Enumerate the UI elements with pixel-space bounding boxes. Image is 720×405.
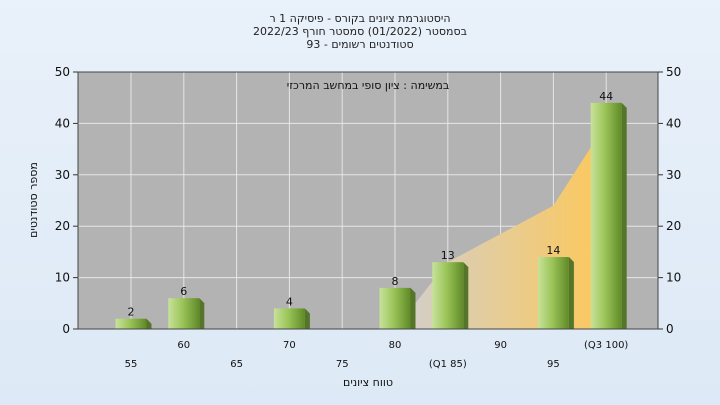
y-axis-right-ticks: 0 10 20 30 40 50 <box>658 65 681 336</box>
y-tick-label-right-3: 30 <box>666 168 681 182</box>
x-tick-label-6: (Q1 85) <box>429 359 467 370</box>
x-tick-label-7: 90 <box>494 340 507 351</box>
bar-1 <box>168 298 200 329</box>
chart-annotation: במשימה : ציון סופי במחשב המרכזי <box>287 79 450 92</box>
x-tick-label-5: 80 <box>389 340 402 351</box>
data-label-6: 13 <box>441 249 455 262</box>
bar-shadow-9 <box>621 102 627 329</box>
chart-title-line-3: סטודנטים רשומים - 93 <box>306 38 413 51</box>
y-tick-label-right-5: 50 <box>666 65 681 79</box>
data-label-5: 8 <box>392 275 399 288</box>
x-tick-label-3: 70 <box>283 340 296 351</box>
y-tick-label-left-4: 40 <box>55 116 70 130</box>
chart-title-line-2: בסמסטר (01/2022) סמסטר חורף 2022/23 <box>253 25 467 38</box>
bar-shadow-0 <box>146 318 152 329</box>
data-label-1: 6 <box>180 285 187 298</box>
bar-3 <box>273 308 305 329</box>
x-tick-label-0: 55 <box>125 359 138 370</box>
bar-shadow-6 <box>463 262 469 329</box>
y-tick-label-left-3: 30 <box>55 168 70 182</box>
y-tick-label-right-2: 20 <box>666 219 681 233</box>
bar-shadow-3 <box>304 308 310 329</box>
bar-0 <box>115 318 147 329</box>
bar-5 <box>379 287 411 329</box>
y-tick-label-left-5: 50 <box>55 65 70 79</box>
bar-series <box>115 102 627 329</box>
y-tick-label-right-0: 0 <box>666 322 674 336</box>
y-axis-left-ticks: 0 10 20 30 40 50 <box>55 65 78 336</box>
chart-title-line-1: היסטוגרמת ציונים בקורס - פיסיקה 1 ר <box>269 12 450 25</box>
bar-9 <box>590 102 622 329</box>
bar-shadow-1 <box>199 298 205 329</box>
bar-6 <box>432 262 464 329</box>
y-tick-label-left-2: 20 <box>55 219 70 233</box>
x-tick-label-9: (Q3 100) <box>584 340 628 351</box>
bar-8 <box>537 257 569 329</box>
x-tick-label-8: 95 <box>547 359 560 370</box>
x-axis-ticks: 55 60 65 70 75 80 (Q1 85) 90 95 (Q3 100) <box>125 340 629 370</box>
x-axis-label: טווח ציונים <box>343 376 393 389</box>
data-labels: 2 6 4 8 13 14 44 <box>128 90 614 319</box>
plot-border <box>77 71 659 330</box>
bar-shadow-8 <box>568 257 574 329</box>
data-label-8: 14 <box>546 244 560 257</box>
data-label-9: 44 <box>599 90 613 103</box>
x-tick-label-2: 65 <box>230 359 243 370</box>
x-tick-label-4: 75 <box>336 359 349 370</box>
y-tick-label-left-0: 0 <box>62 322 70 336</box>
y-tick-label-left-1: 10 <box>55 271 70 285</box>
y-tick-label-right-1: 10 <box>666 271 681 285</box>
data-label-3: 4 <box>286 295 293 308</box>
x-tick-label-1: 60 <box>177 340 190 351</box>
y-axis-label: מספר סטודנטים <box>27 162 40 238</box>
data-label-0: 2 <box>128 306 135 319</box>
y-tick-label-right-4: 40 <box>666 116 681 130</box>
bar-shadow-5 <box>410 287 416 329</box>
